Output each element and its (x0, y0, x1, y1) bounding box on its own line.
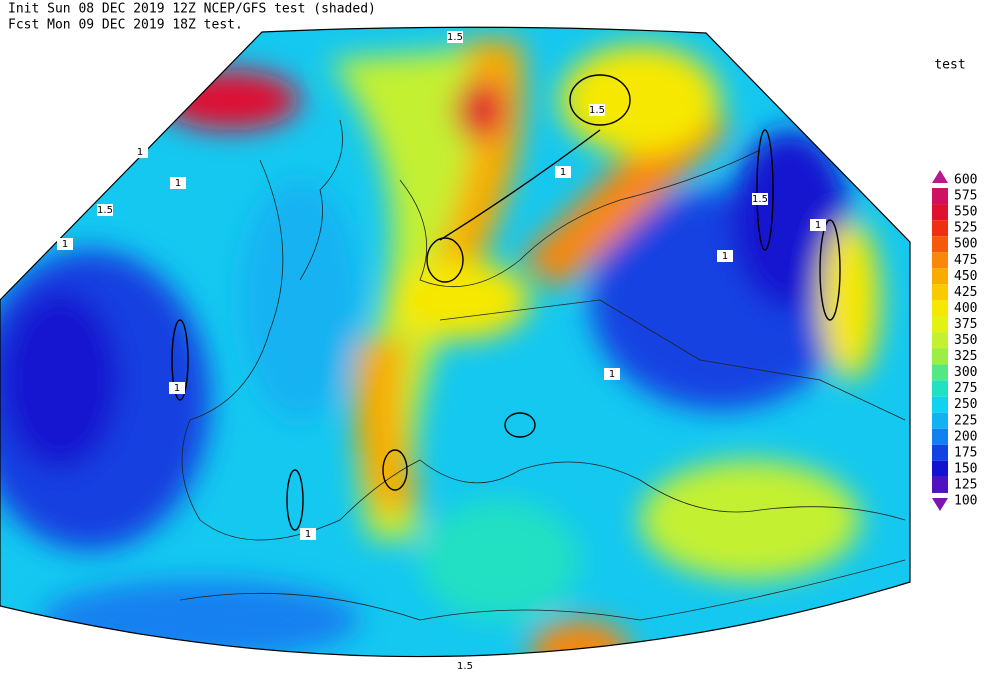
legend-swatch (932, 396, 948, 413)
contour-label: 1.5 (457, 661, 473, 672)
legend-swatch (932, 220, 948, 237)
contour-label: 1 (609, 369, 615, 380)
legend-swatch (932, 236, 948, 253)
legend-swatch (932, 444, 948, 461)
contour-label: 1.5 (97, 205, 113, 216)
legend-label: 600 (954, 173, 977, 188)
legend-swatch (932, 380, 948, 397)
contour-label-box (457, 660, 473, 672)
legend-label: 300 (954, 365, 977, 380)
contour-label: 1.5 (589, 105, 605, 116)
contour-label-box (604, 368, 620, 380)
legend-swatch (932, 170, 948, 183)
map (0, 27, 910, 657)
contour-label-box (589, 104, 605, 116)
legend-swatch (932, 428, 948, 445)
map-frame (0, 26, 911, 658)
contour-label: 1 (305, 529, 311, 540)
contour-label: 1 (137, 147, 143, 158)
legend-swatch (932, 300, 948, 317)
legend-label: 325 (954, 349, 977, 364)
legend-label: 150 (954, 461, 977, 476)
legend-label: 550 (954, 205, 977, 220)
contour-label-box (132, 146, 148, 158)
contour-label-box (57, 238, 73, 250)
legend-label: 250 (954, 397, 977, 412)
contour-label-box (169, 382, 185, 394)
contour-label: 1.5 (752, 194, 768, 205)
contour-label-box (717, 250, 733, 262)
legend-swatch (932, 476, 948, 493)
contour-label-box (752, 193, 768, 205)
legend: test 60057555052550047545042540037535032… (932, 58, 977, 511)
legend-swatch (932, 252, 948, 269)
legend-label: 225 (954, 413, 977, 428)
legend-swatch (932, 316, 948, 333)
legend-label: 525 (954, 221, 977, 236)
legend-swatch (932, 412, 948, 429)
legend-swatch (932, 348, 948, 365)
legend-swatch (932, 284, 948, 301)
contour-label: 1 (722, 251, 728, 262)
contour-label-box (447, 31, 463, 43)
contour-label-box (300, 528, 316, 540)
contour-label: 1 (175, 178, 181, 189)
legend-swatch (932, 364, 948, 381)
contour-label-box (810, 219, 826, 231)
legend-swatch (932, 268, 948, 285)
legend-label: 175 (954, 445, 977, 460)
legend-label: 375 (954, 317, 977, 332)
header-line: Fcst Mon 09 DEC 2019 18Z test. (8, 18, 243, 33)
contour-label-box (170, 177, 186, 189)
contour-label-box (555, 166, 571, 178)
contour-label: 1 (62, 239, 68, 250)
contour-labels: 1.5 1.5 1 1 1.5 1 1 1 1.5 1 1 1 1 1.5 (57, 31, 826, 672)
legend-label: 350 (954, 333, 977, 348)
header-line: Init Sun 08 DEC 2019 12Z NCEP/GFS test (… (8, 2, 376, 17)
legend-swatch (932, 204, 948, 221)
legend-swatch (932, 460, 948, 477)
contour-label: 1 (174, 383, 180, 394)
legend-label: 200 (954, 429, 977, 444)
legend-label: 425 (954, 285, 977, 300)
legend-label: 275 (954, 381, 977, 396)
legend-label: 125 (954, 477, 977, 492)
legend-label: 575 (954, 189, 977, 204)
contour-label-box (97, 204, 113, 216)
legend-label: 450 (954, 269, 977, 284)
legend-swatch (932, 188, 948, 205)
contour-label: 1.5 (447, 32, 463, 43)
contour-label: 1 (815, 220, 821, 231)
legend-label: 400 (954, 301, 977, 316)
legend-title: test (934, 58, 965, 73)
legend-label: 475 (954, 253, 977, 268)
legend-label: 500 (954, 237, 977, 252)
contour-label: 1 (560, 167, 566, 178)
legend-swatch (932, 332, 948, 349)
legend-label: 100 (954, 494, 977, 509)
legend-swatch (932, 498, 948, 511)
